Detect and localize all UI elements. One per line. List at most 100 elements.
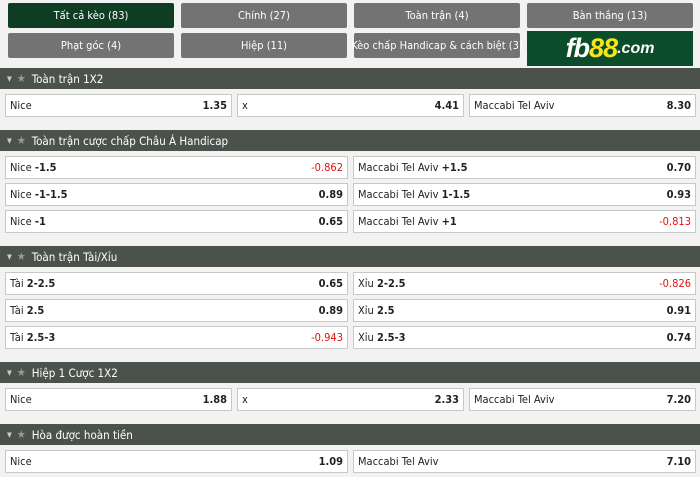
collapse-caret-icon[interactable]: ▼ (7, 74, 12, 83)
selection-label: Xỉu (358, 331, 374, 344)
odds-cell[interactable]: Nice 1.88 (5, 388, 232, 411)
collapse-caret-icon[interactable]: ▼ (7, 430, 12, 439)
section-header[interactable]: ▼ ★ Hiệp 1 Cược 1X2 (0, 362, 700, 383)
selection-label: Nice (10, 215, 32, 228)
handicap-line: 2.5-3 (376, 331, 406, 344)
odds-row: Nice 1.09 Maccabi Tel Aviv 7.10 (5, 450, 696, 473)
handicap-line: 1-1.5 (441, 188, 471, 201)
handicap-line: 2-2.5 (376, 277, 406, 290)
selection-label: Maccabi Tel Aviv (474, 99, 555, 112)
odds-cell[interactable]: Tài 2-2.5 0.65 (5, 272, 348, 295)
star-icon[interactable]: ★ (16, 428, 26, 441)
selection-label: Nice (10, 188, 32, 201)
odds-row: Tài 2.5-3 -0.943 Xỉu 2.5-3 0.74 (5, 326, 696, 349)
star-icon[interactable]: ★ (16, 134, 26, 147)
odds-row: Tài 2-2.5 0.65 Xỉu 2-2.5 -0.826 (5, 272, 696, 295)
selection-label: Maccabi Tel Aviv (358, 188, 439, 201)
odds-row: Nice 1.35 x 4.41 Maccabi Tel Aviv 8.30 (5, 94, 696, 117)
odds-value: -0.813 (659, 215, 691, 228)
odds-value: 7.10 (666, 455, 691, 468)
odds-cell[interactable]: x 2.33 (237, 388, 464, 411)
odds-value: -0.862 (311, 161, 343, 174)
odds-value: -0.943 (311, 331, 343, 344)
collapse-caret-icon[interactable]: ▼ (7, 136, 12, 145)
odds-cell[interactable]: Maccabi Tel Aviv 7.20 (469, 388, 696, 411)
handicap-line: -1.5 (34, 161, 57, 174)
odds-cell[interactable]: Tài 2.5 0.89 (5, 299, 348, 322)
handicap-line: 2-2.5 (26, 277, 56, 290)
handicap-line: 2.5 (26, 304, 45, 317)
star-icon[interactable]: ★ (16, 366, 26, 379)
market-section: ▼ ★ Toàn trận cược chấp Châu Á Handicap Nic… (0, 130, 700, 237)
section-title: Toàn trận cược chấp Châu Á Handicap (31, 133, 229, 148)
market-section: ▼ ★ Hòa được hoàn tiền Nice 1.09 Maccabi Tel … (0, 424, 700, 477)
selection-label: x (242, 99, 248, 112)
selection-label: Maccabi Tel Aviv (358, 455, 439, 468)
odds-row: Tài 2.5 0.89 Xỉu 2.5 0.91 (5, 299, 696, 322)
odds-cell[interactable]: Maccabi Tel Aviv +1.5 0.70 (353, 156, 696, 179)
selection-label: Nice (10, 99, 32, 112)
odds-value: 0.65 (318, 215, 343, 228)
section-header[interactable]: ▼ ★ Toàn trận 1X2 (0, 68, 700, 89)
section-header[interactable]: ▼ ★ Toàn trận cược chấp Châu Á Handicap (0, 130, 700, 151)
selection-label: Xỉu (358, 304, 374, 317)
odds-value: 2.33 (434, 393, 459, 406)
odds-cell[interactable]: Maccabi Tel Aviv 8.30 (469, 94, 696, 117)
handicap-line: 2.5-3 (26, 331, 56, 344)
selection-label: Xỉu (358, 277, 374, 290)
odds-value: 0.65 (318, 277, 343, 290)
handicap-line: 2.5 (376, 304, 395, 317)
odds-value: 8.30 (666, 99, 691, 112)
odds-cell[interactable]: Maccabi Tel Aviv 1-1.5 0.93 (353, 183, 696, 206)
tab-half[interactable]: Hiệp (11) (181, 33, 347, 58)
tab-corners[interactable]: Phạt góc (4) (8, 33, 174, 58)
selection-label: Nice (10, 161, 32, 174)
market-section: ▼ ★ Toàn trận 1X2 Nice 1.35 x 4.41 Maccabi Tel … (0, 68, 700, 121)
selection-label: x (242, 393, 248, 406)
odds-cell[interactable]: Xỉu 2-2.5 -0.826 (353, 272, 696, 295)
selection-label: Maccabi Tel Aviv (358, 215, 439, 228)
collapse-caret-icon[interactable]: ▼ (7, 252, 12, 261)
odds-value: 1.09 (318, 455, 343, 468)
odds-value: 1.88 (202, 393, 227, 406)
market-section: ▼ ★ Toàn trận Tài/Xỉu Tài 2-2.5 0.65 Xỉu 2-2.… (0, 246, 700, 353)
section-title: Toàn trận Tài/Xỉu (31, 249, 118, 264)
market-section: ▼ ★ Hiệp 1 Cược 1X2 Nice 1.88 x 2.33 Maccabi Te… (0, 362, 700, 415)
odds-cell[interactable]: Nice -1.5 -0.862 (5, 156, 348, 179)
odds-cell[interactable]: x 4.41 (237, 94, 464, 117)
odds-cell[interactable]: Maccabi Tel Aviv 7.10 (353, 450, 696, 473)
odds-cell[interactable]: Xỉu 2.5-3 0.74 (353, 326, 696, 349)
odds-value: 1.35 (202, 99, 227, 112)
odds-cell[interactable]: Nice -1 0.65 (5, 210, 348, 233)
odds-value: 0.89 (318, 304, 343, 317)
section-title: Hòa được hoàn tiền (31, 427, 133, 442)
tab-goals[interactable]: Bàn thắng (13) (527, 3, 693, 28)
tab-full-match[interactable]: Toàn trận (4) (354, 3, 520, 28)
handicap-line: +1 (441, 215, 457, 228)
odds-cell[interactable]: Maccabi Tel Aviv +1 -0.813 (353, 210, 696, 233)
section-header[interactable]: ▼ ★ Hòa được hoàn tiền (0, 424, 700, 445)
selection-label: Maccabi Tel Aviv (358, 161, 439, 174)
odds-value: -0.826 (659, 277, 691, 290)
collapse-caret-icon[interactable]: ▼ (7, 368, 12, 377)
odds-cell[interactable]: Nice -1-1.5 0.89 (5, 183, 348, 206)
odds-cell[interactable]: Nice 1.35 (5, 94, 232, 117)
star-icon[interactable]: ★ (16, 72, 26, 85)
odds-value: 0.74 (666, 331, 691, 344)
tab-main[interactable]: Chính (27) (181, 3, 347, 28)
tab-all[interactable]: Tất cả kèo (83) (8, 3, 174, 28)
market-tabs: Tất cả kèo (83) Chính (27) Toàn trận (4)… (8, 3, 696, 66)
selection-label: Tài (10, 331, 24, 344)
odds-value: 0.91 (666, 304, 691, 317)
tab-handicap[interactable]: Kèo chấp Handicap & cách biệt (3) (351, 33, 523, 58)
section-header[interactable]: ▼ ★ Toàn trận Tài/Xỉu (0, 246, 700, 267)
odds-row: Nice -1.5 -0.862 Maccabi Tel Aviv +1.5 0.70 (5, 156, 696, 179)
odds-cell[interactable]: Xỉu 2.5 0.91 (353, 299, 696, 322)
odds-cell[interactable]: Nice 1.09 (5, 450, 348, 473)
odds-row: Nice 1.88 x 2.33 Maccabi Tel Aviv 7.20 (5, 388, 696, 411)
star-icon[interactable]: ★ (16, 250, 26, 263)
section-title: Toàn trận 1X2 (31, 71, 104, 86)
odds-cell[interactable]: Tài 2.5-3 -0.943 (5, 326, 348, 349)
selection-label: Nice (10, 455, 32, 468)
fb88-logo: fb 88 .com (527, 31, 693, 66)
